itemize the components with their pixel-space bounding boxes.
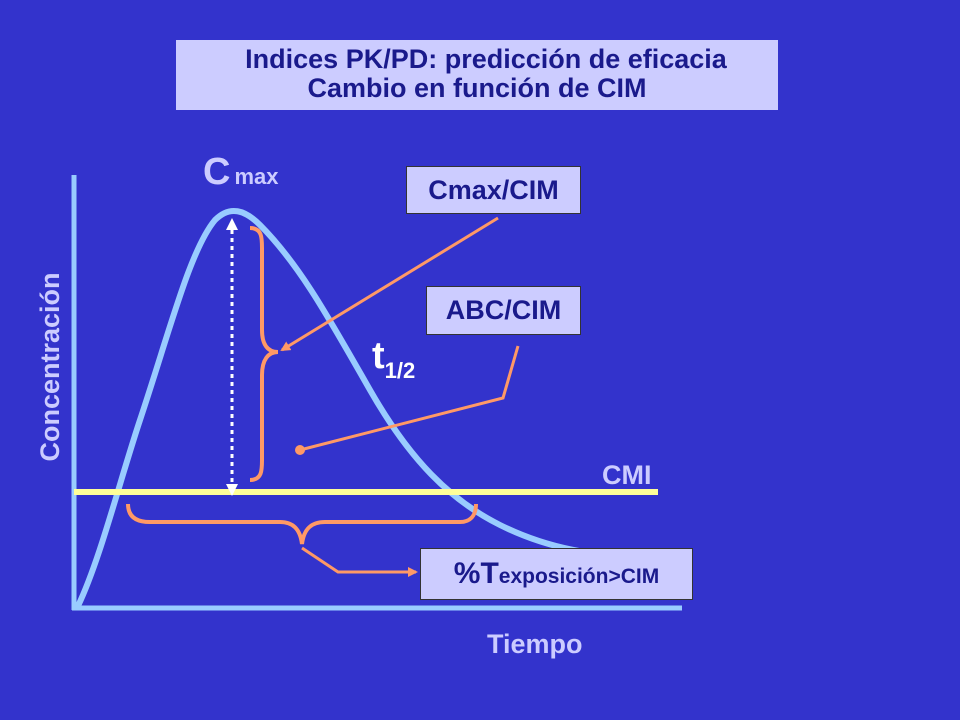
title-line-1: Indices PK/PD: predicción de eficacia [245,44,727,74]
title-box: Indices PK/PD: predicción de eficacia Ca… [176,40,778,110]
cmax-cim-box: Cmax/CIM [406,166,581,214]
half-life-sub: 1/2 [384,358,416,383]
area-dot [295,445,305,455]
cmax-label-sub: max [234,164,279,189]
texp-box: %Texposición>CIM [420,548,693,600]
cmi-label: CMI [602,460,652,490]
cmax-arrow-top [226,218,238,230]
title-line-2: Cambio en función de CIM [307,73,647,103]
concentration-curve [75,208,663,609]
abc-cim-connector [299,345,520,452]
vertical-bracket [249,226,279,482]
cmax-label-main: C [203,151,231,193]
horizontal-bracket [126,503,478,545]
texp-sub: exposición>CIM [498,565,660,588]
half-life-label: t1/2 [372,335,416,383]
x-axis-label: Tiempo [487,629,583,659]
abc-cim-box: ABC/CIM [426,286,581,335]
cmax-cim-connector [280,216,499,352]
half-life-main: t [372,335,385,377]
texp-main: %T [453,557,499,590]
texp-connector [301,546,418,577]
y-axis-label: Concentración [35,272,65,462]
cmax-arrow-bottom [226,484,238,496]
